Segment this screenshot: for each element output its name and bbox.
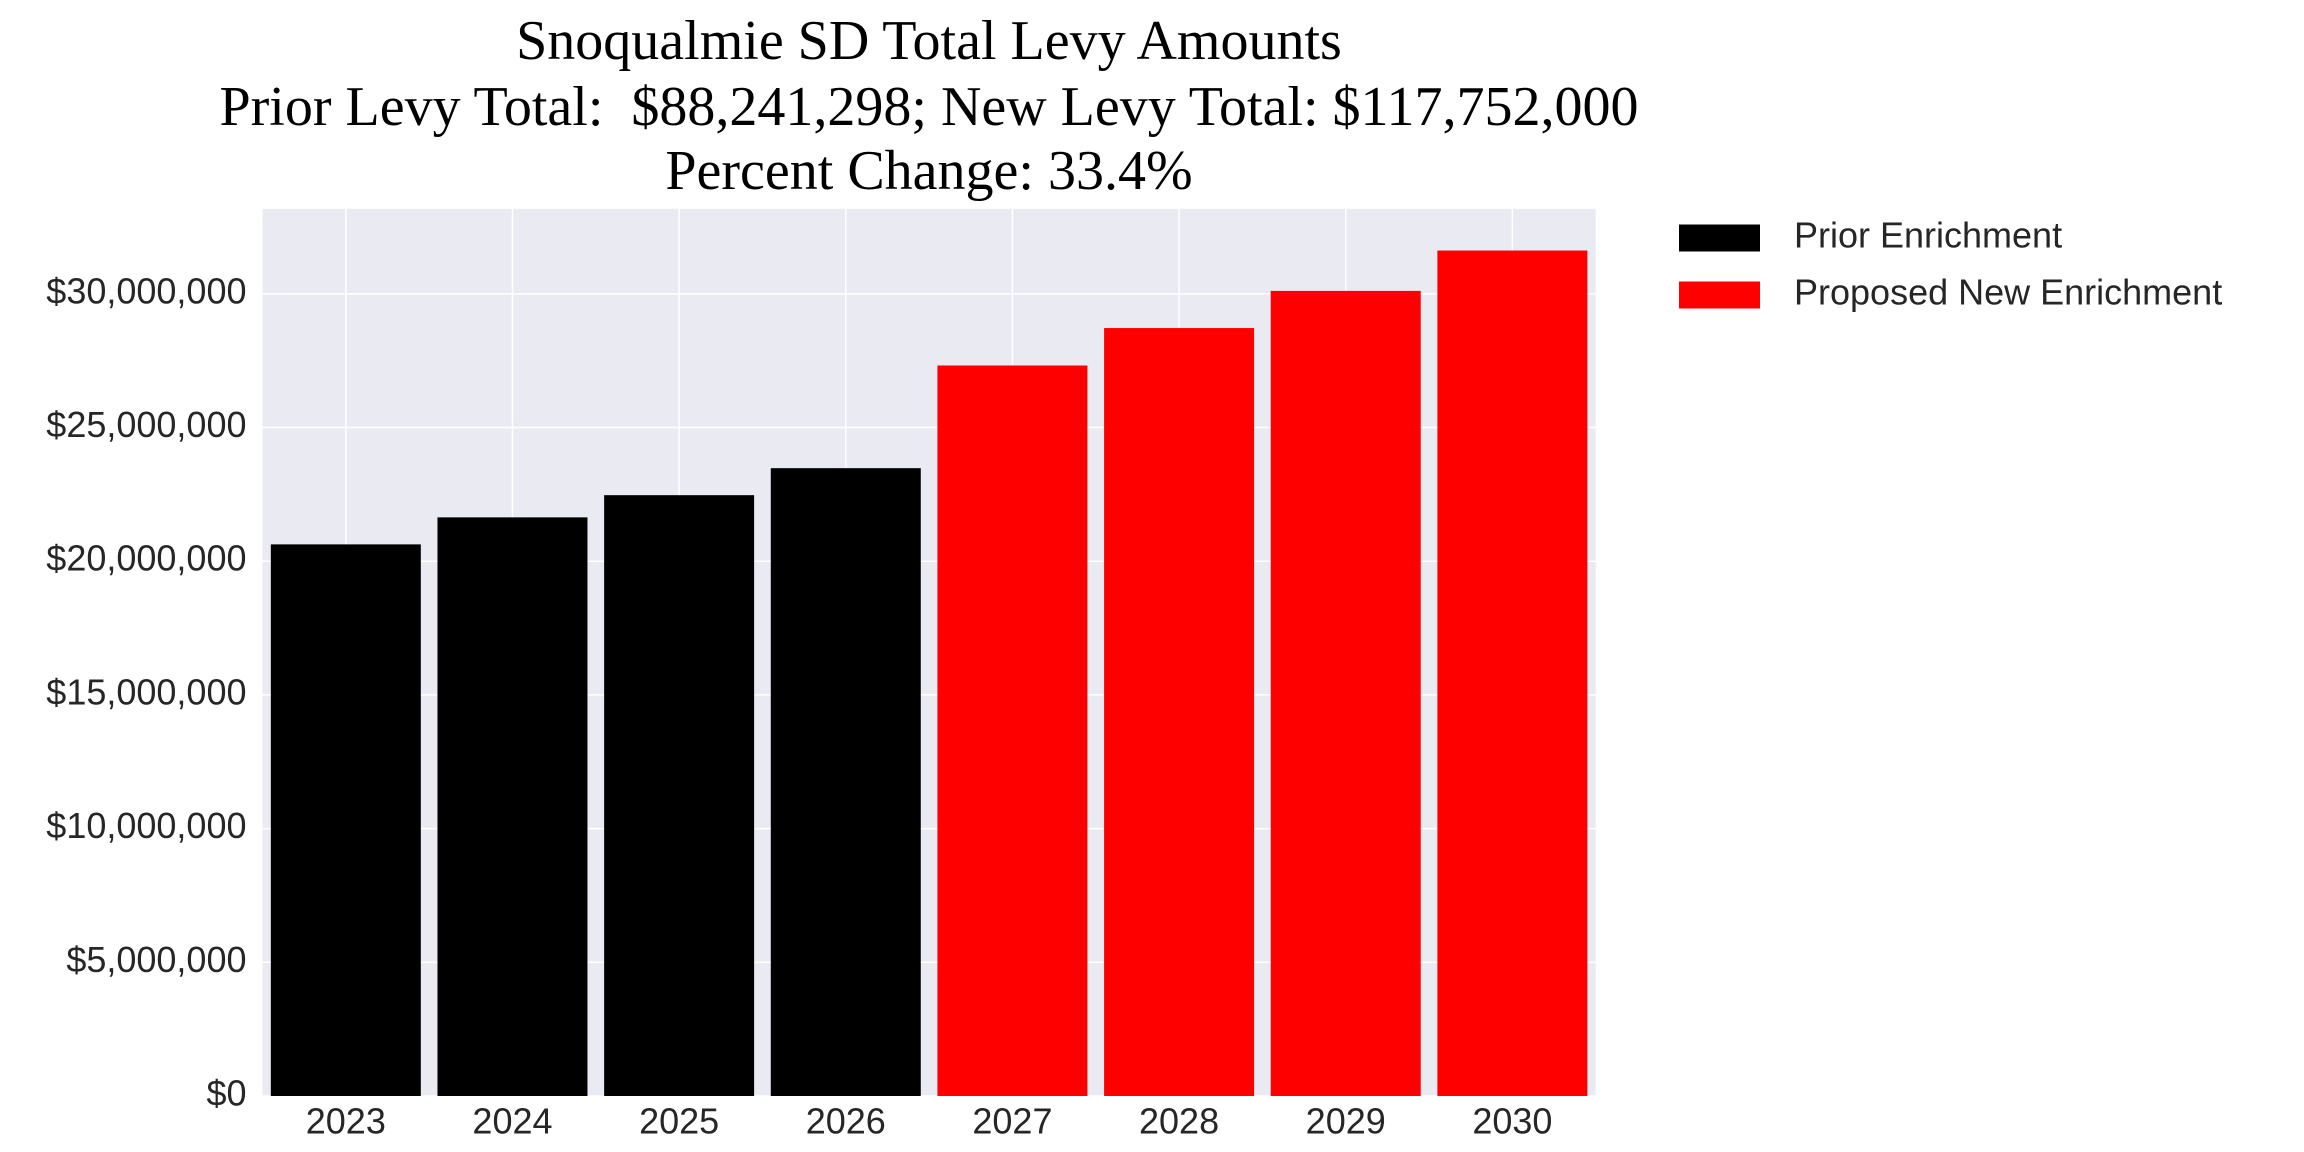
y-tick-label: $30,000,000 bbox=[46, 270, 246, 311]
y-tick-label: $5,000,000 bbox=[66, 939, 246, 980]
x-tick-label: 2027 bbox=[972, 1101, 1052, 1142]
x-tick-label: 2028 bbox=[1139, 1101, 1219, 1142]
bar bbox=[1437, 250, 1588, 1097]
y-tick-label: $0 bbox=[206, 1073, 246, 1114]
bar bbox=[270, 544, 421, 1096]
bar bbox=[937, 365, 1088, 1096]
bar bbox=[770, 468, 921, 1096]
legend-swatch bbox=[1679, 224, 1760, 252]
y-tick-label: $25,000,000 bbox=[46, 404, 246, 445]
x-tick-label: 2025 bbox=[639, 1101, 719, 1142]
y-tick-label: $20,000,000 bbox=[46, 538, 246, 579]
x-tick-label: 2029 bbox=[1306, 1101, 1386, 1142]
x-tick-label: 2024 bbox=[472, 1101, 552, 1142]
bar bbox=[437, 517, 588, 1096]
legend-label: Prior Enrichment bbox=[1794, 215, 2062, 256]
chart-subtitle: Prior Levy Total: $88,241,298; New Levy … bbox=[220, 76, 1639, 138]
legend-swatch bbox=[1679, 281, 1760, 309]
chart-subtitle: Percent Change: 33.4% bbox=[665, 140, 1192, 202]
bar bbox=[1104, 328, 1255, 1097]
y-tick-label: $15,000,000 bbox=[46, 671, 246, 712]
x-tick-label: 2030 bbox=[1472, 1101, 1552, 1142]
legend-label: Proposed New Enrichment bbox=[1794, 272, 2222, 313]
x-tick-label: 2023 bbox=[306, 1101, 386, 1142]
x-tick-label: 2026 bbox=[806, 1101, 886, 1142]
bar bbox=[604, 495, 755, 1096]
y-tick-label: $10,000,000 bbox=[46, 805, 246, 846]
bar bbox=[1270, 290, 1421, 1096]
chart-title: Snoqualmie SD Total Levy Amounts bbox=[516, 10, 1342, 72]
